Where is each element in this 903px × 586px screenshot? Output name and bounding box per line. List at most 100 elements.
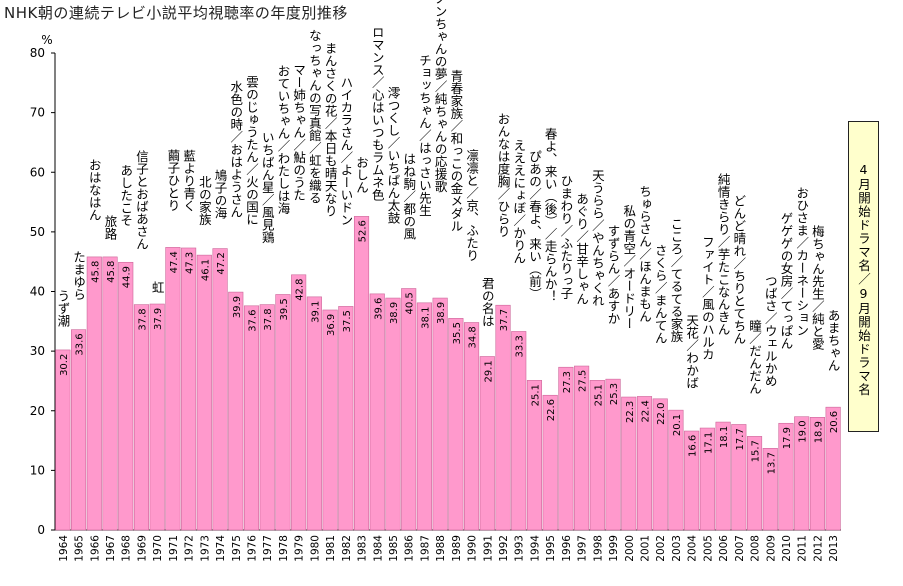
drama-title-label: 私の青空／オードリー <box>621 205 636 330</box>
data-label: 29.1 <box>483 360 494 382</box>
drama-title-label: 雲のじゅうたん／火の国に <box>244 76 259 226</box>
bar <box>181 247 197 531</box>
drama-title-label: 旅路 <box>103 215 118 241</box>
data-label: 22.3 <box>625 401 636 423</box>
bar <box>86 256 102 531</box>
x-tick-label: 1990 <box>467 535 479 562</box>
data-label: 27.5 <box>578 370 589 392</box>
data-label: 37.5 <box>342 310 353 332</box>
bar <box>196 254 212 531</box>
y-tick-label: 10 <box>30 463 45 477</box>
data-label: 47.2 <box>216 252 227 274</box>
drama-title-label: 虹 <box>150 281 165 294</box>
data-label: 34.8 <box>468 326 479 348</box>
bar <box>794 416 810 531</box>
x-tick-label: 1976 <box>247 535 259 562</box>
data-label: 45.8 <box>106 261 117 283</box>
data-label: 40.5 <box>405 292 416 314</box>
drama-title-label: おはなはん <box>87 159 102 222</box>
data-label: 37.8 <box>263 308 274 330</box>
bar <box>715 421 731 531</box>
x-tick-label: 2013 <box>828 535 840 562</box>
drama-title-label: ゲゲゲの女房／てっぱん <box>778 212 793 350</box>
bar <box>306 296 322 531</box>
data-label: 47.4 <box>169 251 180 273</box>
bar <box>243 305 260 531</box>
data-label: 17.9 <box>782 427 793 449</box>
drama-title-label: 鳩子の海 <box>213 169 228 219</box>
x-tick-label: 1985 <box>388 535 400 562</box>
bar <box>432 297 448 531</box>
data-label: 33.6 <box>75 333 86 355</box>
drama-title-label: 春よ、来い（後）／走らんか！ <box>543 127 558 302</box>
x-tick-label: 1999 <box>608 535 620 562</box>
bar <box>464 322 480 531</box>
x-tick-label: 1967 <box>105 535 117 562</box>
drama-title-label: まんさくの花／本日も晴天なり <box>323 42 338 217</box>
bar <box>416 302 432 531</box>
data-label: 25.1 <box>530 384 541 406</box>
legend-note: 4月開始ドラマ名／9月開始ドラマ名 <box>848 121 879 432</box>
x-tick-label: 2011 <box>797 535 809 562</box>
drama-title-label: すずらん／あすか <box>606 224 621 324</box>
drama-title-label: はね駒／都の風 <box>401 153 416 241</box>
drama-title-label: ハイカラさん／よーいドン <box>338 76 353 226</box>
bar <box>778 422 794 531</box>
drama-title-label: ファイト／風のハルカ <box>700 236 715 361</box>
bar <box>338 306 354 531</box>
data-label: 22.6 <box>546 399 557 421</box>
bar <box>526 380 543 531</box>
bar <box>322 309 338 531</box>
drama-title-label: 澪つくし／いちばん太鼓 <box>385 87 400 225</box>
y-tick-label: 70 <box>30 106 45 120</box>
bar <box>495 304 511 531</box>
data-label: 38.9 <box>389 302 400 324</box>
bar <box>699 427 715 531</box>
drama-title-label: 凛凛と／京、ふたり <box>464 148 479 262</box>
y-axis-unit: % <box>41 33 52 47</box>
bar <box>511 331 527 531</box>
data-label: 33.3 <box>515 335 526 357</box>
x-tick-label: 1982 <box>341 535 353 562</box>
data-label: 25.3 <box>609 383 620 405</box>
bar <box>228 291 244 531</box>
drama-title-label: チョッちゃん／はっさい先生 <box>417 54 432 217</box>
x-tick-label: 2008 <box>750 535 762 562</box>
y-tick-label: 20 <box>30 404 45 418</box>
x-tick-label: 1970 <box>152 535 164 562</box>
x-tick-label: 2000 <box>624 535 636 562</box>
x-tick-label: 1973 <box>199 535 211 562</box>
bar <box>479 356 495 531</box>
drama-title-label: 繭子ひとり <box>165 149 180 212</box>
bar <box>275 294 291 531</box>
x-tick-label: 1998 <box>592 535 604 562</box>
bar <box>809 417 825 531</box>
drama-title-label: こころ／てるてる家族 <box>668 218 683 344</box>
chart-title: NHK朝の連続テレビ小説平均視聴率の年度別推移 <box>4 4 348 22</box>
y-tick-label: 50 <box>30 225 45 239</box>
data-label: 19.0 <box>798 420 809 442</box>
x-tick-label: 1997 <box>577 535 589 562</box>
x-tick-label: 2004 <box>687 535 699 562</box>
y-tick-label: 60 <box>30 165 45 179</box>
data-label: 17.7 <box>735 428 746 450</box>
bar <box>731 424 747 531</box>
drama-title-label: 天うらら／やんちゃくれ <box>590 169 605 307</box>
bar <box>212 248 228 531</box>
data-label: 47.3 <box>185 252 196 274</box>
x-tick-label: 1965 <box>74 535 86 562</box>
drama-title-label: 天花／わかば <box>684 314 699 389</box>
data-label: 22.4 <box>641 400 652 422</box>
bar <box>542 394 558 531</box>
drama-title-label: あぐり／甘辛しゃん <box>574 192 589 305</box>
x-tick-label: 1989 <box>451 535 463 562</box>
drama-title-label: たまゆら <box>71 250 86 300</box>
bar <box>401 288 417 531</box>
x-tick-label: 1969 <box>136 535 148 562</box>
drama-title-label: ノンちゃんの夢／純ちゃんの応援歌 <box>433 0 448 192</box>
data-label: 16.6 <box>688 435 699 457</box>
x-tick-label: 1979 <box>294 535 306 562</box>
x-tick-label: 2012 <box>812 535 824 562</box>
bar <box>291 274 307 531</box>
